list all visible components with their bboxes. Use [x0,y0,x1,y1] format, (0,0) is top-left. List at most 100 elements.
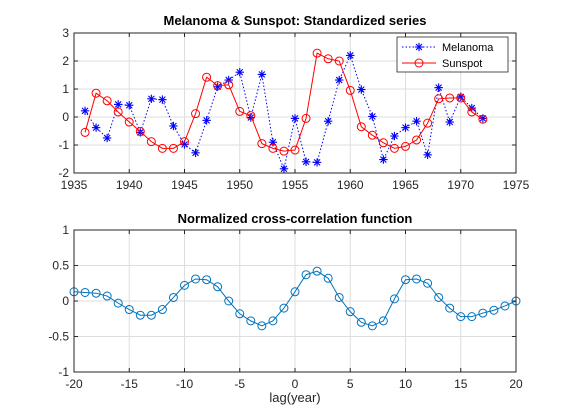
data-point [246,316,256,326]
data-point [279,303,289,313]
legend-entry-sunspot: Sunspot [402,58,482,70]
series-layer-2 [69,266,521,331]
x-tick-label: 1950 [226,178,253,192]
data-point [412,135,422,145]
data-point [125,101,134,110]
tick-labels-2: -20 -15 -10 -5 0 5 10 15 20 -1 -0.5 0 0.5 1 [48,223,523,391]
x-tick-label: 10 [399,377,413,391]
data-point [401,141,410,151]
data-point [301,113,311,123]
data-point [157,143,167,153]
data-point [334,292,344,302]
data-point [235,106,245,116]
data-point [80,127,90,137]
x-tick-label: -20 [65,377,83,391]
legend-label-sunspot: Sunspot [442,58,482,70]
y-tick-label: 1 [62,82,69,96]
data-point [124,117,134,127]
data-point [113,107,123,117]
data-point [191,148,200,158]
y-tick-label: -2 [58,166,69,180]
data-point [202,72,212,82]
data-point [423,150,432,159]
data-point [147,94,156,103]
melanoma-sunspot-plot: 1935 1940 1945 1950 1955 1960 1965 1970 1975 -2 -1… [58,13,529,192]
data-point [478,308,488,318]
data-point [345,85,355,95]
data-point [180,280,189,290]
data-point [224,80,234,90]
x-tick-label: 20 [509,377,523,391]
x-tick-label: 1940 [116,178,143,192]
data-point [168,292,178,302]
data-point [91,288,101,298]
data-point [191,109,201,119]
data-point [157,305,167,315]
y-tick-label: -0.5 [48,330,69,344]
data-point [389,143,399,153]
data-point [202,275,212,285]
x-tick-label: 5 [347,377,354,391]
data-point [368,112,377,121]
data-point [135,127,145,137]
data-point [401,275,410,285]
data-point [367,130,377,140]
data-point [191,274,201,284]
data-point [213,81,223,91]
data-point [290,114,300,123]
data-point [445,117,454,127]
legend-marker-melanoma [414,42,424,52]
legend-box [396,36,509,73]
cross-correlation-plot: -20 -15 -10 -5 0 5 10 15 20 -1 -0.5 0 0.5 1 Normalize… [48,211,523,405]
data-point [434,292,444,302]
data-point [268,143,278,153]
data-point [456,312,466,322]
data-point [356,122,366,132]
data-point [478,114,488,123]
data-point [467,312,477,322]
data-point [434,94,444,104]
data-point [113,298,123,308]
data-point [323,54,333,64]
y-tick-label: 0 [62,294,69,308]
x-tick-label: 1955 [282,178,309,192]
data-point [356,317,366,327]
x-tick-label: -10 [176,377,194,391]
data-point [202,116,211,125]
data-point [445,303,455,313]
data-point [80,106,90,116]
data-point [412,274,422,284]
data-point [91,123,101,132]
data-point [345,307,355,317]
data-point [467,107,477,117]
data-point [80,287,90,297]
data-point [279,164,289,173]
chart-title-1: Melanoma & Sunspot: Standardized series [164,13,427,28]
data-point [102,133,112,143]
data-point [378,316,388,326]
legend-entry-melanoma: Melanoma [402,42,494,54]
data-point [246,111,256,121]
legend-label-melanoma: Melanoma [442,42,494,54]
data-point [102,291,112,301]
data-point [323,117,333,126]
data-point [312,266,322,276]
data-point [357,85,366,94]
data-point [124,305,134,315]
x-tick-label: 0 [292,377,299,391]
data-point [478,114,488,124]
data-point [301,157,311,166]
data-point [423,278,433,288]
x-tick-label: 1945 [171,178,198,192]
data-point [489,305,499,315]
data-point [445,93,455,103]
y-tick-label: 0 [62,110,69,124]
data-point [146,137,156,147]
data-point [91,88,101,98]
y-tick-label: -1 [58,138,69,152]
data-point [114,100,123,109]
y-tick-label: 3 [62,26,69,40]
y-tick-label: 2 [62,54,69,68]
data-point [180,137,189,147]
data-point [168,143,178,153]
